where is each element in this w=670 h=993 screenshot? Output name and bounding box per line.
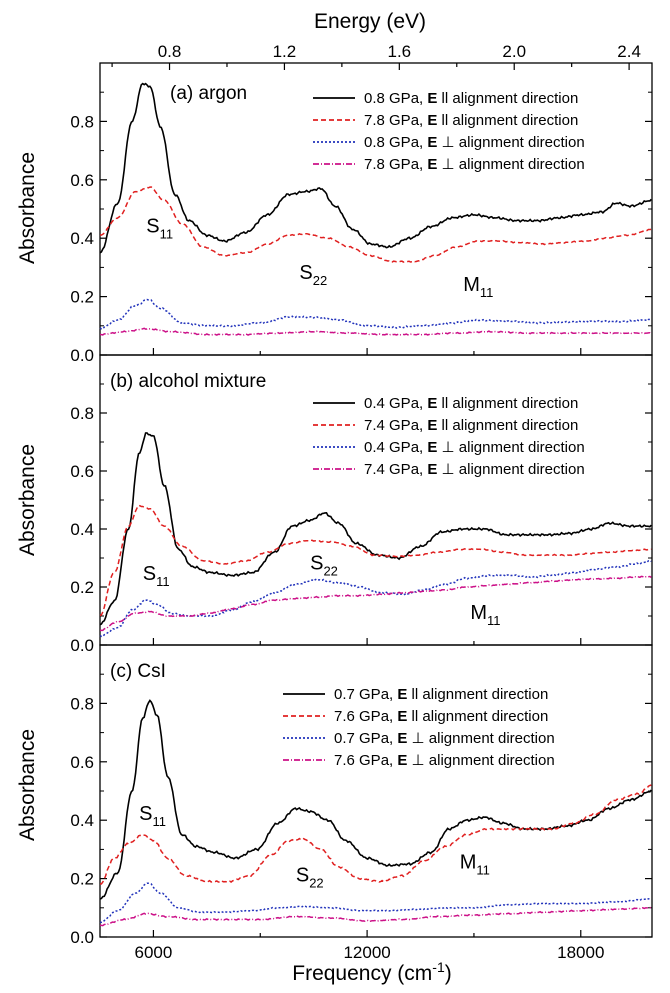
panel-label: (c) CsI xyxy=(110,661,166,682)
y-tick-label: 0.2 xyxy=(70,578,94,597)
top-tick-label: 0.8 xyxy=(158,42,182,61)
legend-entry: 7.8 GPa, E ⊥ alignment direction xyxy=(364,156,585,173)
series-line-1 xyxy=(99,186,652,263)
legend-entry: 0.4 GPa, E ⊥ alignment direction xyxy=(364,439,585,456)
y-axis-title-c: Absorbance xyxy=(16,729,39,841)
panel-argon: 0.0 0.2 0.4 0.6 0.8 (a) argon 0.8 GPa, E ll al… xyxy=(70,62,653,365)
legend-entry: 7.6 GPa, E ⊥ alignment direction xyxy=(334,752,555,769)
panel-csi: 0.0 0.2 0.4 0.6 0.8 (c) CsI 0.7 GPa, E ll alig… xyxy=(70,644,653,947)
top-axis-ticks: 0.8 1.2 1.6 2.0 2.4 xyxy=(111,42,641,70)
legend-entry: 7.6 GPa, E ll alignment direction xyxy=(334,708,548,725)
y-tick-label: 0.4 xyxy=(70,229,94,248)
panel-label: (a) argon xyxy=(170,83,247,104)
legend-entry: 7.4 GPa, E ll alignment direction xyxy=(364,417,578,434)
panel-alcohol-mixture: 0.0 0.2 0.4 0.6 0.8 (b) alcohol mixture 0.4 GP… xyxy=(70,354,653,655)
series-line-0 xyxy=(99,699,652,900)
y-tick-label: 0.8 xyxy=(70,112,94,131)
y-tick-label: 0.6 xyxy=(70,753,94,772)
peak-label: S11 xyxy=(139,803,166,829)
peak-label: S22 xyxy=(299,262,327,288)
x-axis-title: Frequency (cm-1) xyxy=(292,959,452,985)
series-line-0 xyxy=(99,82,652,254)
peak-label: M11 xyxy=(460,851,490,877)
legend-entry: 0.7 GPa, E ll alignment direction xyxy=(334,686,548,703)
y-tick-label: 0.4 xyxy=(70,811,94,830)
legend-entry: 0.8 GPa, E ⊥ alignment direction xyxy=(364,134,585,151)
series-line-1 xyxy=(99,504,652,617)
peak-label: S22 xyxy=(310,553,338,579)
x-tick-label: 6000 xyxy=(135,943,173,962)
legend-entry: 0.4 GPa, E ll alignment direction xyxy=(364,395,578,412)
x-tick-label: 12000 xyxy=(343,943,390,962)
legend-entry: 0.7 GPa, E ⊥ alignment direction xyxy=(334,730,555,747)
legend-entry: 7.4 GPa, E ⊥ alignment direction xyxy=(364,461,585,478)
series-line-3 xyxy=(100,575,652,632)
y-axis-title-b: Absorbance xyxy=(16,444,39,556)
peak-label: S22 xyxy=(296,865,324,891)
top-tick-label: 1.6 xyxy=(388,42,412,61)
series-line-1 xyxy=(99,784,652,885)
y-tick-label: 0.8 xyxy=(70,694,94,713)
top-axis-title: Energy (eV) xyxy=(314,10,426,33)
series-line-2 xyxy=(99,559,652,638)
y-tick-label: 0.2 xyxy=(70,288,94,307)
legend-entry: 7.8 GPa, E ll alignment direction xyxy=(364,112,578,129)
y-tick-label: 0.6 xyxy=(70,171,94,190)
x-tick-label: 18000 xyxy=(557,943,604,962)
peak-label: S11 xyxy=(143,563,170,589)
y-axis-title-a: Absorbance xyxy=(16,152,39,264)
peak-label: S11 xyxy=(146,215,173,241)
top-tick-label: 2.0 xyxy=(502,42,526,61)
series-line-2 xyxy=(99,882,652,924)
y-tick-label: 0.0 xyxy=(70,928,94,947)
legend-entry: 0.8 GPa, E ll alignment direction xyxy=(364,90,578,107)
peak-label: M11 xyxy=(463,274,493,300)
top-tick-label: 1.2 xyxy=(273,42,297,61)
y-tick-label: 0.0 xyxy=(70,346,94,365)
y-tick-label: 0.0 xyxy=(70,636,94,655)
top-tick-label: 2.4 xyxy=(617,42,641,61)
y-tick-label: 0.8 xyxy=(70,404,94,423)
y-tick-label: 0.4 xyxy=(70,520,94,539)
series-line-3 xyxy=(99,327,652,336)
series-line-2 xyxy=(99,298,652,330)
y-tick-label: 0.2 xyxy=(70,870,94,889)
y-tick-label: 0.6 xyxy=(70,462,94,481)
peak-label: M11 xyxy=(470,602,500,628)
panel-label: (b) alcohol mixture xyxy=(110,371,266,392)
series-line-0 xyxy=(99,432,652,626)
series-line-3 xyxy=(99,906,652,927)
